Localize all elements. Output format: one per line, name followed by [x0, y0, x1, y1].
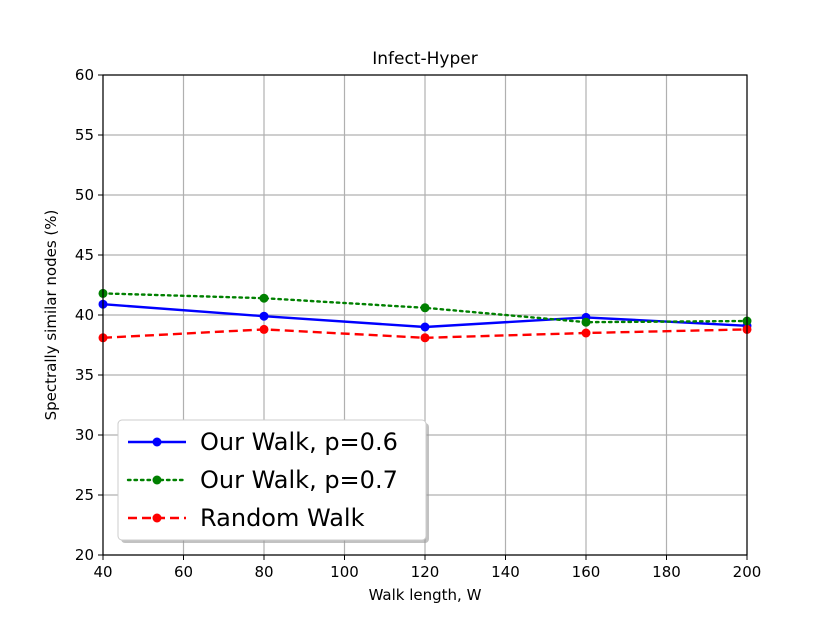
x-tick-label: 180	[652, 563, 681, 581]
chart-title: Infect-Hyper	[372, 49, 477, 69]
data-point	[420, 333, 430, 343]
x-axis-label: Walk length, W	[369, 586, 482, 604]
y-tick-label: 60	[75, 66, 94, 84]
data-point	[581, 328, 591, 338]
axis-ticks: 40 60 80 100 120 140 160 180 200 20 25 30 35 40 45 50 55…	[75, 66, 761, 581]
data-point	[581, 317, 591, 327]
y-tick-label: 25	[75, 486, 94, 504]
data-point	[420, 322, 430, 332]
y-tick-label: 40	[75, 306, 94, 324]
x-tick-label: 120	[411, 563, 440, 581]
y-tick-label: 35	[75, 366, 94, 384]
x-tick-label: 60	[174, 563, 193, 581]
y-tick-label: 55	[75, 126, 94, 144]
legend-label: Our Walk, p=0.7	[200, 466, 398, 494]
legend-label: Our Walk, p=0.6	[200, 428, 398, 456]
y-tick-label: 50	[75, 186, 94, 204]
y-tick-label: 30	[75, 426, 94, 444]
series-line-2	[101, 292, 749, 324]
legend: Our Walk, p=0.6 Our Walk, p=0.7 Random Wal…	[117, 419, 429, 543]
legend-marker	[152, 437, 162, 447]
x-tick-label: 80	[254, 563, 273, 581]
legend-marker	[152, 513, 162, 523]
x-tick-label: 40	[93, 563, 112, 581]
x-tick-label: 100	[330, 563, 359, 581]
data-point	[420, 303, 430, 313]
legend-label: Random Walk	[200, 504, 365, 532]
x-tick-label: 140	[491, 563, 520, 581]
y-tick-label: 20	[75, 546, 94, 564]
data-point	[259, 311, 269, 321]
data-point	[259, 293, 269, 303]
legend-box	[117, 419, 427, 541]
legend-marker	[152, 475, 162, 485]
y-axis-label: Spectrally similar nodes (%)	[42, 210, 60, 421]
x-tick-label: 200	[733, 563, 762, 581]
data-point	[259, 324, 269, 334]
x-tick-label: 160	[572, 563, 601, 581]
series-group	[98, 288, 752, 343]
y-tick-label: 45	[75, 246, 94, 264]
